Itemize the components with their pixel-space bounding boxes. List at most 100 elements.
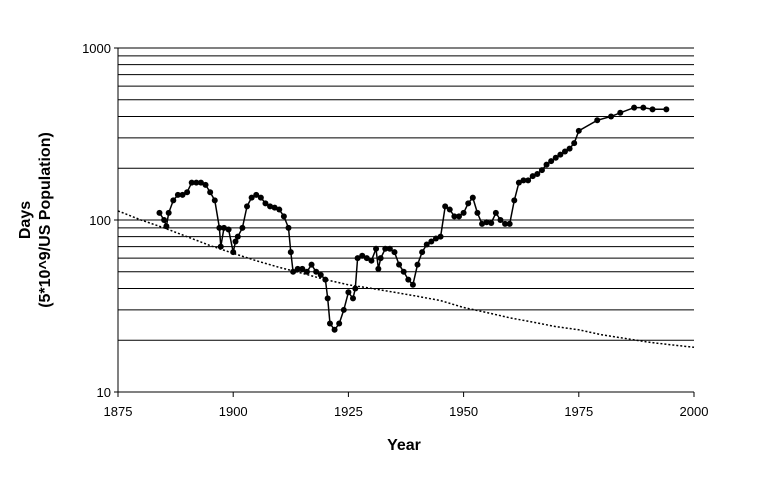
point [409,281,416,288]
point [276,206,283,213]
x-tick-label: 1900 [219,404,248,419]
point [414,261,421,268]
point [290,268,297,275]
point [543,161,550,168]
point [571,140,578,147]
y-axis-label-line: (5*10^9/US Population) [37,132,54,308]
point [239,224,246,231]
y-tick-label: 1000 [82,41,111,56]
point [497,217,504,223]
point [303,268,310,275]
point [368,257,375,264]
point [354,255,361,262]
point [299,265,306,272]
point [350,295,357,302]
point [423,241,430,248]
point [179,191,186,198]
x-tick-label: 1925 [334,404,363,419]
x-tick-label: 1975 [564,404,593,419]
point [232,238,239,245]
y-axis-label-line: Days [17,201,34,239]
point [184,189,191,196]
x-tick-label: 1950 [449,404,478,419]
point [469,194,476,201]
point [437,233,444,240]
point [336,320,343,327]
point [202,181,209,188]
point [419,249,426,256]
point [294,265,301,272]
point [520,177,527,184]
point [174,191,181,198]
point [502,220,509,227]
point [649,106,656,113]
point [280,213,287,220]
point [432,235,439,242]
point [267,203,274,210]
point [400,268,407,275]
point [193,179,200,186]
point [446,206,453,213]
point [257,194,264,201]
point [479,220,486,227]
point [359,252,366,259]
point [428,238,435,245]
point [317,271,324,278]
point [375,265,382,272]
point [386,245,393,252]
point [207,189,214,196]
point [161,217,168,223]
point [608,113,615,120]
point [287,249,294,256]
point [405,276,412,283]
point [460,209,467,216]
point [156,209,163,216]
point [352,285,359,292]
point [326,320,333,327]
point [322,276,329,283]
point [492,209,499,216]
point [197,179,204,186]
point [640,104,647,111]
point [455,213,462,220]
point [220,224,227,231]
point [165,209,172,216]
point [377,255,384,262]
point [217,243,224,250]
point [234,233,241,240]
y-tick-label: 10 [97,385,111,400]
point [248,194,255,201]
point [525,177,532,184]
point [285,224,292,231]
point [308,261,315,268]
x-tick-label: 2000 [680,404,709,419]
trend-line [117,210,695,349]
point [557,151,564,158]
point [382,245,389,252]
point [538,167,545,174]
point [617,109,624,116]
point [515,179,522,186]
y-tick-label: 100 [89,213,111,228]
point [663,106,670,113]
point [363,255,370,262]
y-axis-label: Days (5*10^9/US Population) [17,132,54,308]
point [506,220,513,227]
point [442,203,449,210]
point [262,200,269,207]
series-line [158,106,667,332]
point [552,154,559,161]
point [529,173,536,180]
point [373,245,380,252]
point [511,197,518,204]
point [631,104,638,111]
point [488,220,495,227]
point [345,289,352,296]
x-tick-label: 1875 [104,404,133,419]
point [313,268,320,275]
point [211,197,218,204]
point [170,197,177,204]
point [575,127,582,134]
point [216,224,223,231]
